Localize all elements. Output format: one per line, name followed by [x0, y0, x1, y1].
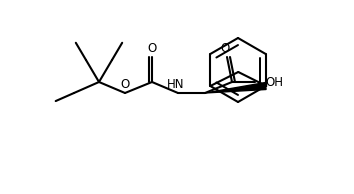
Text: O: O [221, 42, 230, 55]
Text: HN: HN [167, 79, 185, 92]
Text: O: O [120, 79, 130, 92]
Text: OH: OH [265, 75, 283, 88]
Text: O: O [147, 42, 156, 55]
Polygon shape [205, 82, 266, 93]
